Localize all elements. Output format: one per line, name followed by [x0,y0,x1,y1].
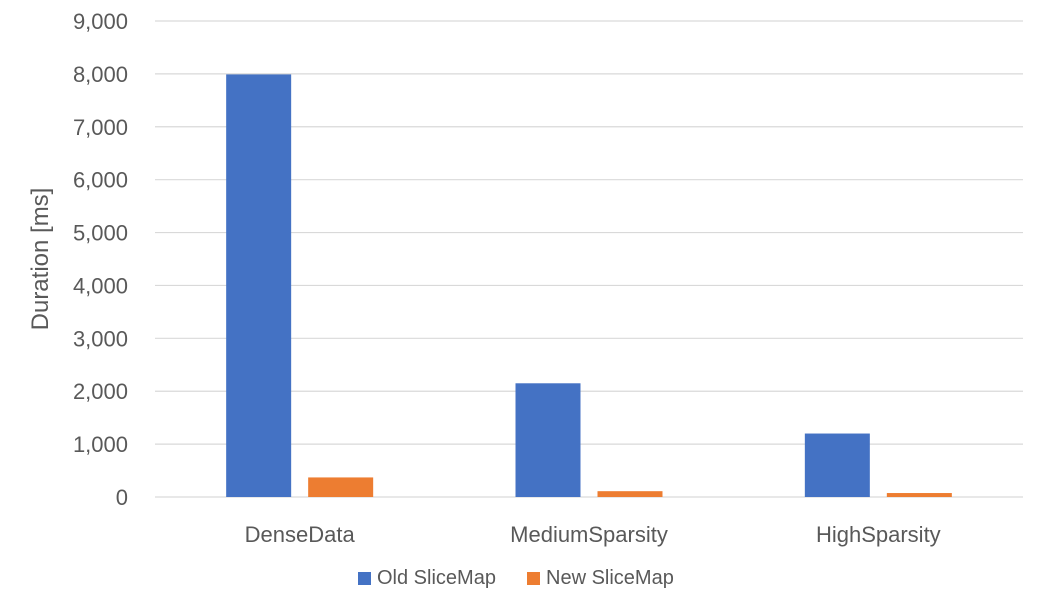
bar-new-slicemap-densedata [308,477,374,497]
bar-new-slicemap-highsparsity [886,493,952,497]
y-tick-label: 3,000 [73,326,128,351]
y-tick-label: 8,000 [73,62,128,87]
bar-old-slicemap-mediumsparsity [515,383,581,497]
legend-label: Old SliceMap [377,567,496,589]
legend: Old SliceMap New SliceMap [358,567,674,589]
y-axis-title: Duration [ms] [27,188,54,331]
y-tick-label: 4,000 [73,273,128,298]
legend-swatch [527,572,540,585]
x-axis-ticks: DenseData MediumSparsity HighSparsity [245,522,941,547]
y-tick-label: 1,000 [73,432,128,457]
bar-old-slicemap-densedata [226,74,292,497]
gridlines [155,20,1023,498]
y-tick-label: 6,000 [73,168,128,193]
legend-label: New SliceMap [546,567,674,589]
y-axis-ticks: 0 1,000 2,000 3,000 4,000 5,000 6,000 7,000 8,00… [73,9,128,510]
y-tick-label: 0 [116,485,128,510]
y-tick-label: 7,000 [73,115,128,140]
bar-old-slicemap-highsparsity [804,433,870,497]
y-tick-label: 9,000 [73,9,128,34]
y-tick-label: 2,000 [73,379,128,404]
legend-swatch [358,572,371,585]
x-tick-label: MediumSparsity [510,522,668,547]
y-tick-label: 5,000 [73,221,128,246]
bar-new-slicemap-mediumsparsity [597,491,663,497]
x-tick-label: HighSparsity [816,522,941,547]
bars [226,74,952,497]
x-tick-label: DenseData [245,522,356,547]
